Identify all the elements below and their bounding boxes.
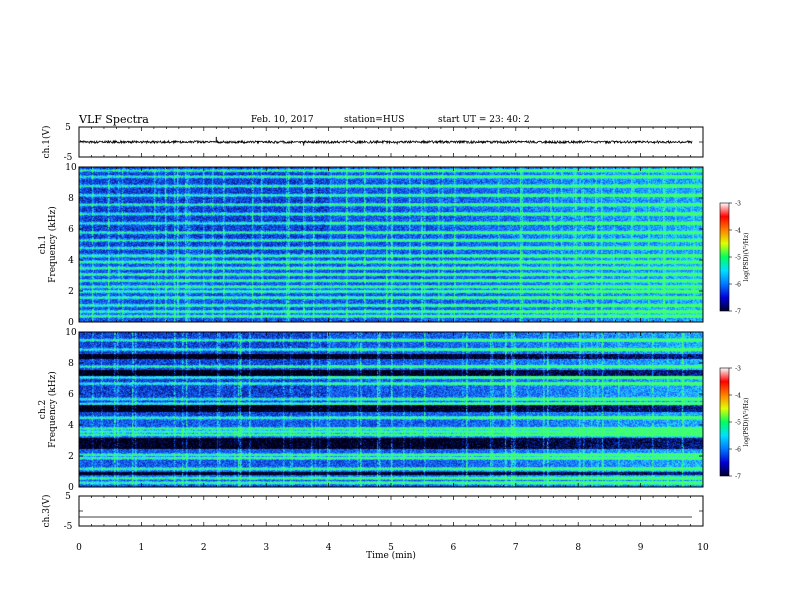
y-tick-label: 8 (68, 194, 74, 204)
ch1-colorbar (719, 202, 730, 312)
colorbar-tick-label: -3 (735, 201, 741, 208)
x-tick-label: 10 (697, 543, 709, 553)
figure-title: VLF Spectra (79, 113, 149, 126)
station-label: station=HUS (344, 115, 405, 125)
colorbar-tick-label: -3 (735, 366, 741, 373)
y-tick-label: -5 (64, 522, 73, 532)
x-tick-label: 3 (263, 543, 269, 553)
ch3-waveform-frame (78, 495, 704, 527)
y-tick-label: 0 (68, 318, 74, 328)
colorbar-tick-label: -5 (735, 255, 741, 262)
start-time-label: start UT = 23: 40: 2 (438, 115, 530, 125)
colorbar-tick-label: -6 (735, 282, 741, 289)
x-tick-label: 2 (201, 543, 207, 553)
ch2-ylabel-channel: ch.2 (38, 400, 48, 419)
colorbar-tick-label: -4 (735, 393, 741, 400)
x-axis-label: Time (min) (366, 550, 416, 561)
ch1-ylabel-frequency: Frequency (kHz) (47, 206, 58, 283)
y-tick-label: 6 (68, 390, 74, 400)
y-tick-label: 10 (65, 328, 77, 338)
x-tick-label: 8 (575, 543, 581, 553)
ch2-colorbar-label: log(PSD)(V²/Hz) (743, 398, 750, 447)
x-tick-label: 1 (139, 543, 145, 553)
x-tick-label: 5 (388, 543, 394, 553)
ch1-waveform-trace (79, 139, 693, 145)
ch3-ylabel: ch.3(V) (41, 495, 52, 528)
colorbar-tick-label: -5 (735, 420, 741, 427)
x-tick-label: 6 (451, 543, 457, 553)
colorbar-tick-label: -7 (735, 474, 741, 481)
colorbar-tick-label: -7 (735, 309, 741, 316)
y-tick-label: 6 (68, 225, 74, 235)
x-tick-label: 4 (326, 543, 332, 553)
ch2-spectrogram-frame (78, 331, 704, 488)
y-tick-label: 4 (68, 421, 74, 431)
colorbar-tick-label: -4 (735, 228, 741, 235)
ch2-spectrogram-image (79, 332, 703, 487)
y-tick-label: 2 (68, 287, 74, 297)
ch1-ylabel-channel: ch.1 (38, 235, 48, 254)
ch2-ylabel-frequency: Frequency (kHz) (47, 371, 58, 448)
x-tick-label: 7 (513, 543, 519, 553)
ch1-ylabel: ch.1(V) (41, 126, 52, 159)
y-tick-label: 10 (65, 163, 77, 173)
ch1-spectrogram-image (79, 167, 703, 322)
ch2-colorbar (719, 367, 730, 477)
y-tick-label: 5 (65, 123, 71, 133)
y-tick-label: 4 (68, 256, 74, 266)
y-tick-label: 5 (65, 492, 71, 502)
ch1-colorbar-label: log(PSD)(V²/Hz) (743, 233, 750, 282)
y-tick-label: 0 (68, 483, 74, 493)
x-tick-label: 0 (76, 543, 82, 553)
y-tick-label: 8 (68, 359, 74, 369)
y-tick-label: -5 (64, 153, 73, 163)
y-tick-label: 2 (68, 452, 74, 462)
x-tick-label: 9 (638, 543, 644, 553)
ch1-spectrogram-frame (78, 166, 704, 323)
date-label: Feb. 10, 2017 (251, 115, 314, 125)
colorbar-tick-label: -6 (735, 447, 741, 454)
